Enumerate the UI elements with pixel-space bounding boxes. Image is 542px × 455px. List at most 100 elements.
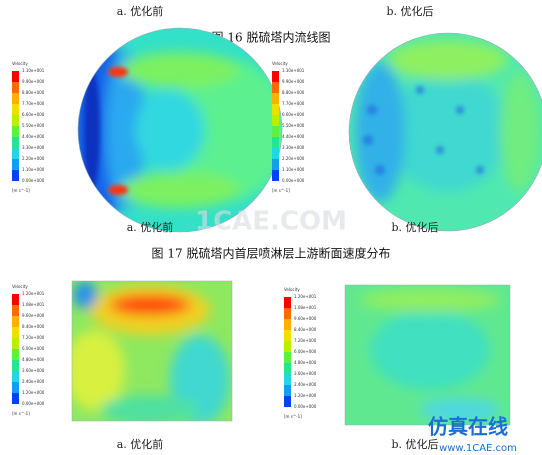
color-band	[12, 159, 19, 170]
color-band	[272, 148, 279, 159]
color-band	[284, 330, 291, 341]
legend-label: 1.20e+000	[294, 393, 317, 398]
color-band	[272, 104, 279, 115]
legend-label: 1.20e+000	[22, 390, 45, 395]
legend-title: Velocity	[12, 284, 28, 289]
legend-label: 5.50e+000	[282, 123, 305, 128]
legend-title: Velocity	[284, 287, 300, 292]
caption: b. 优化后	[391, 220, 438, 234]
caption: b. 优化后	[386, 4, 433, 18]
color-band	[12, 82, 19, 93]
legend-label: 2.40e+000	[22, 379, 45, 384]
legend-label: 9.60e+000	[294, 316, 317, 321]
legend-label: 8.40e+000	[22, 324, 45, 329]
color-band	[272, 170, 279, 181]
color-band	[12, 393, 19, 404]
color-band	[284, 308, 291, 319]
color-band	[284, 374, 291, 385]
legend-label: 1.10e+001	[282, 68, 305, 73]
color-band	[12, 126, 19, 137]
legend-unit: [m s^-1]	[12, 188, 30, 193]
watermark-url: www.1CAE.com	[439, 443, 517, 454]
color-band	[12, 382, 19, 393]
legend-label: 1.08e+001	[294, 305, 317, 310]
legend-label: 2.20e+000	[22, 156, 45, 161]
legend-title: Velocity	[12, 61, 28, 66]
legend-label: 6.00e+000	[294, 349, 317, 354]
legend-label: 3.30e+000	[22, 145, 45, 150]
color-band	[12, 338, 19, 349]
legend-label: 2.40e+000	[294, 382, 317, 387]
color-band	[284, 396, 291, 407]
legend-label: 3.60e+000	[294, 371, 317, 376]
color-band	[284, 297, 291, 308]
color-band	[272, 71, 279, 82]
legend-label: 7.70e+000	[22, 101, 45, 106]
legend-label: 4.40e+000	[282, 134, 305, 139]
color-band	[272, 159, 279, 170]
color-band	[12, 137, 19, 148]
figure-title: 图 17 脱硫塔内首层喷淋层上游断面速度分布	[152, 246, 391, 261]
legend-label: 1.10e+000	[22, 167, 45, 172]
legend-label: 3.60e+000	[22, 368, 45, 373]
legend-label: 3.30e+000	[282, 145, 305, 150]
color-band	[12, 104, 19, 115]
color-band	[12, 71, 19, 82]
caption: b. 优化后	[391, 437, 438, 451]
color-band	[12, 93, 19, 104]
legend-unit: [m s^-1]	[272, 188, 290, 193]
color-band	[284, 363, 291, 374]
legend-label: 0.00e+000	[282, 178, 305, 183]
watermark: 1CAE.COM	[195, 207, 347, 237]
legend-label: 1.20e+001	[294, 294, 317, 299]
legend-label: 4.40e+000	[22, 134, 45, 139]
legend-label: 5.50e+000	[22, 123, 45, 128]
color-band	[272, 126, 279, 137]
color-band	[12, 371, 19, 382]
legend-label: 8.80e+000	[282, 90, 305, 95]
color-band	[284, 319, 291, 330]
legend-label: 6.60e+000	[22, 112, 45, 117]
legend-label: 8.40e+000	[294, 327, 317, 332]
legend-label: 9.90e+000	[282, 79, 305, 84]
color-band	[284, 352, 291, 363]
color-band	[12, 148, 19, 159]
color-band	[12, 170, 19, 181]
color-band	[272, 137, 279, 148]
color-band	[12, 360, 19, 371]
legend-label: 0.00e+000	[22, 401, 45, 406]
color-band	[12, 294, 19, 305]
color-band	[12, 305, 19, 316]
legend-label: 9.90e+000	[22, 79, 45, 84]
color-band	[12, 115, 19, 126]
color-band	[272, 93, 279, 104]
legend-label: 6.60e+000	[282, 112, 305, 117]
legend-label: 1.08e+001	[22, 302, 45, 307]
color-band	[272, 82, 279, 93]
legend-title: Velocity	[272, 61, 288, 66]
color-band	[12, 349, 19, 360]
legend-unit: [m s^-1]	[284, 414, 302, 419]
color-band	[272, 115, 279, 126]
caption: a. 优化前	[127, 220, 174, 234]
legend-label: 7.20e+000	[294, 338, 317, 343]
legend-label: 6.00e+000	[22, 346, 45, 351]
caption: a. 优化前	[117, 437, 164, 451]
legend-label: 1.10e+001	[22, 68, 45, 73]
color-band	[12, 316, 19, 327]
contour-plot	[349, 33, 542, 231]
legend-label: 7.70e+000	[282, 101, 305, 106]
legend-label: 9.60e+000	[22, 313, 45, 318]
legend-label: 1.10e+000	[282, 167, 305, 172]
legend-label: 4.80e+000	[294, 360, 317, 365]
color-band	[284, 341, 291, 352]
legend-label: 2.20e+000	[282, 156, 305, 161]
legend-label: 7.20e+000	[22, 335, 45, 340]
legend-label: 0.00e+000	[294, 404, 317, 409]
legend-unit: [m s^-1]	[12, 411, 30, 416]
color-band	[284, 385, 291, 396]
contour-plot	[345, 285, 510, 425]
legend-label: 4.80e+000	[22, 357, 45, 362]
contour-plot	[72, 281, 232, 421]
